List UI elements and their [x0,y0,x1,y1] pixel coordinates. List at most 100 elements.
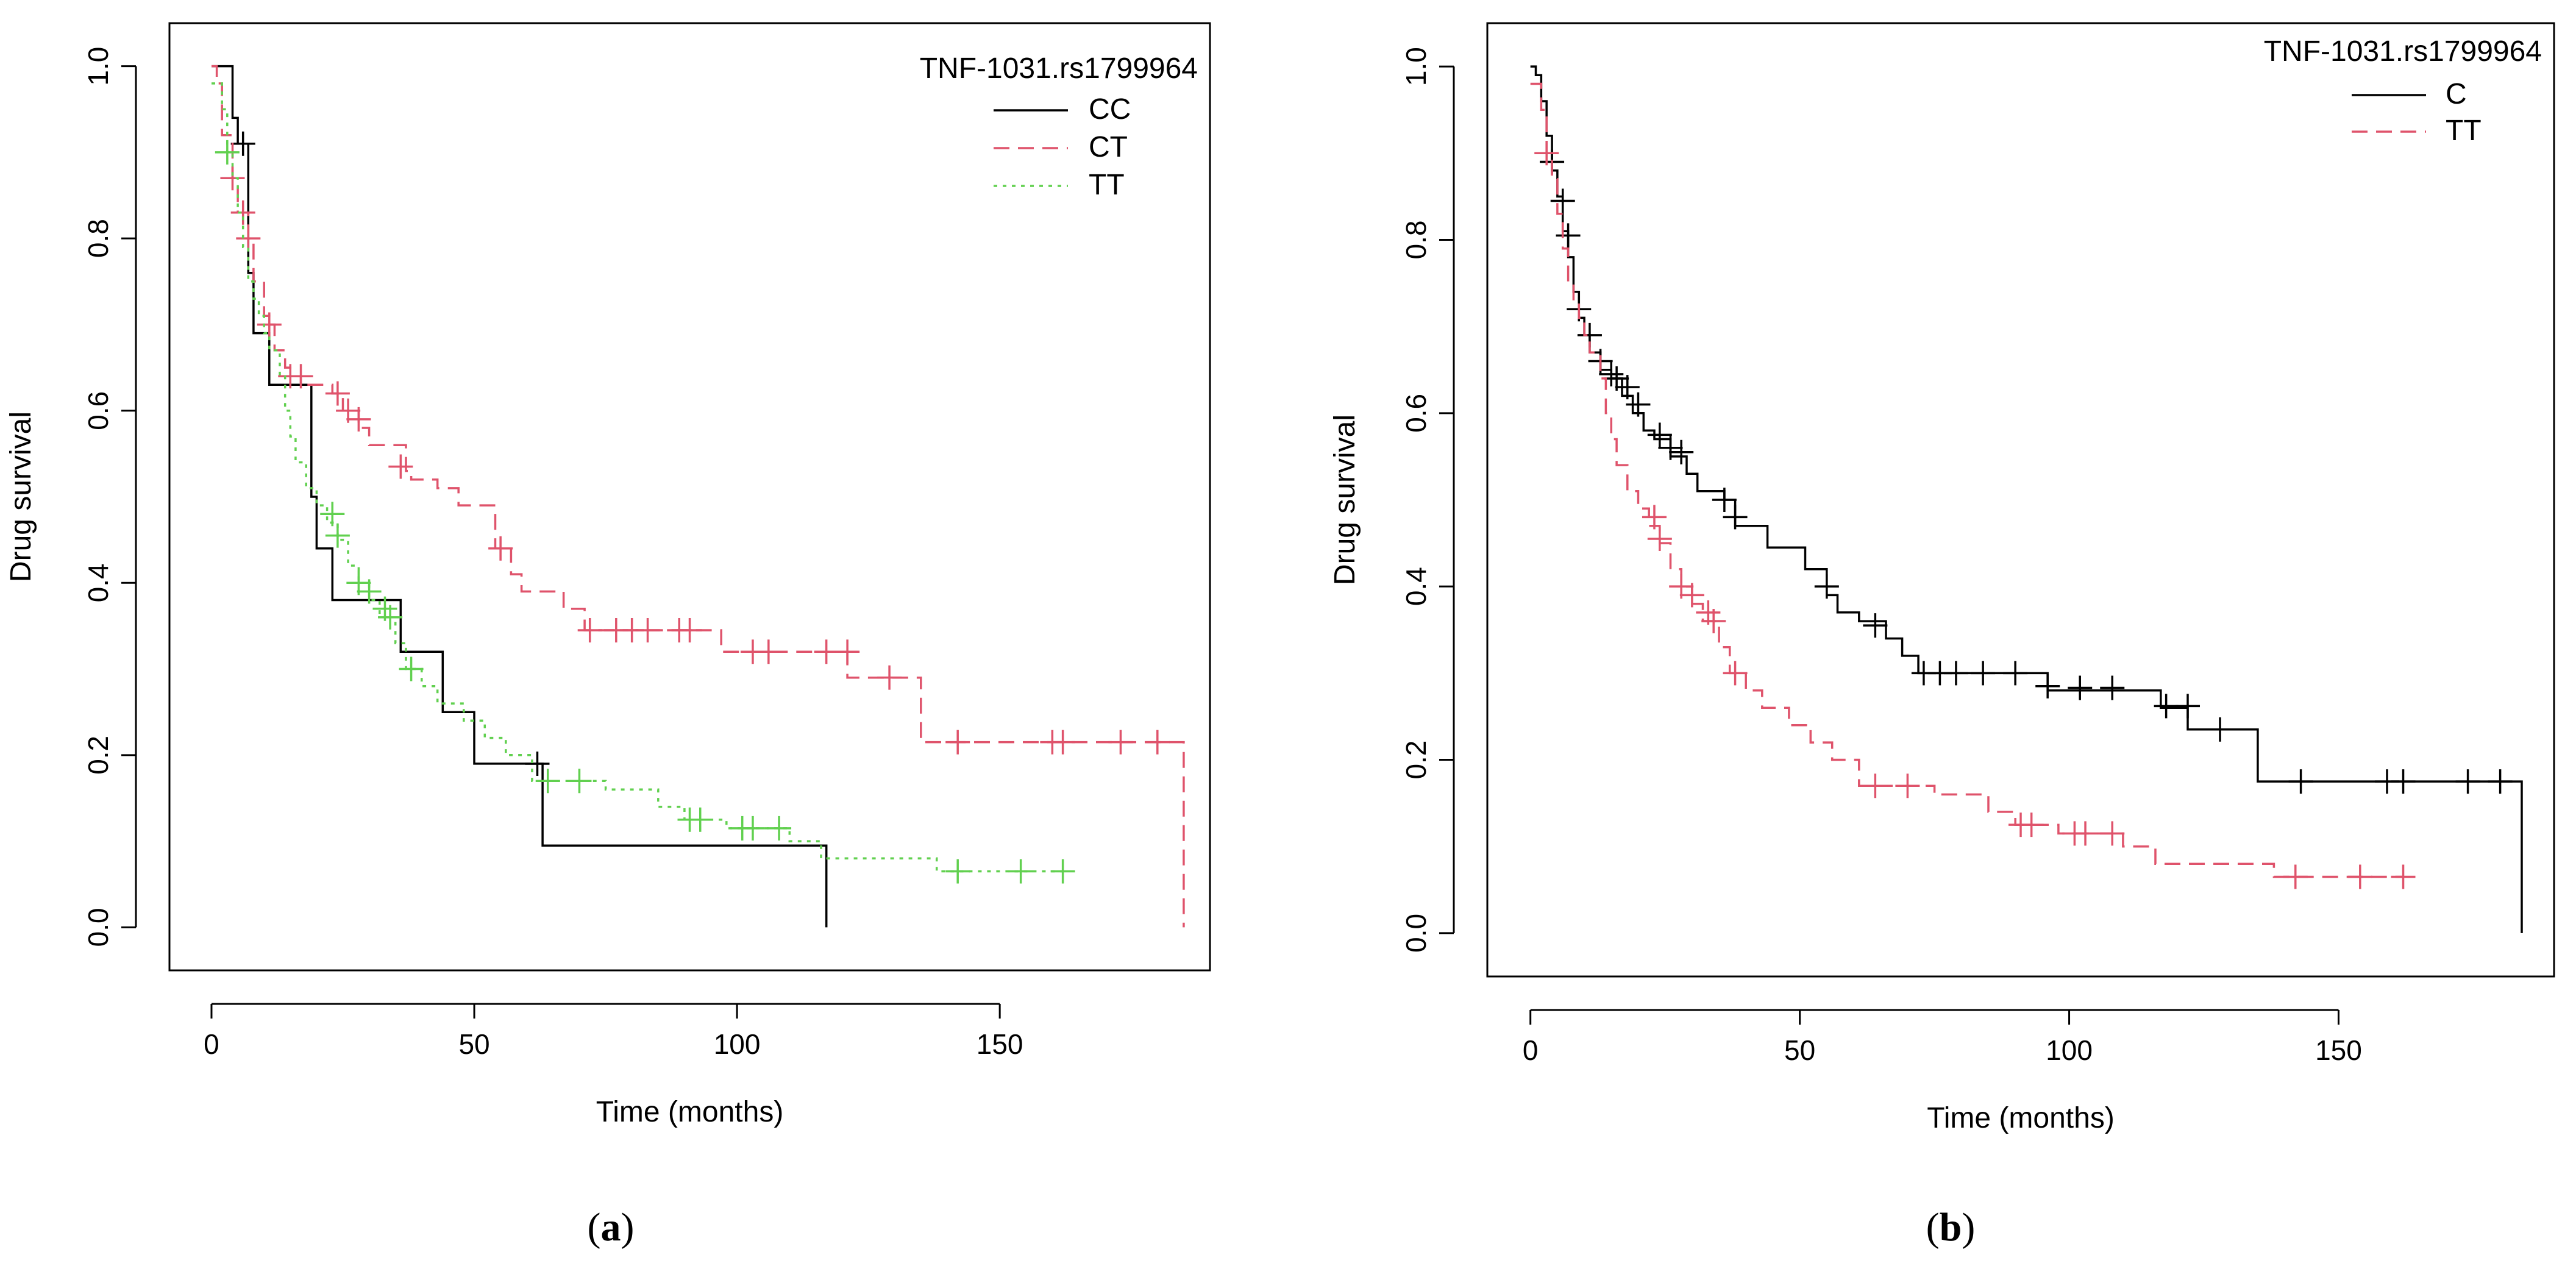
censor-mark-b-tt-6 [1701,609,1726,634]
censor-mark-a-tt-1 [320,502,345,527]
censor-mark-b-tt-4 [1679,583,1704,608]
legend-label-b-c: C [2446,78,2467,110]
censor-mark-a-ct-10 [488,536,513,561]
censor-mark-b-tt-0 [1534,141,1559,166]
x-tick-label-a-0: 0 [204,1028,219,1060]
censor-mark-b-c-1 [1550,188,1575,213]
y-tick-label-b-0: 0.0 [1400,914,1432,953]
censor-mark-b-c-2 [1556,223,1581,248]
censor-mark-a-ct-14 [635,617,660,642]
legend-title-b: TNF-1031.rs1799964 [2264,35,2542,68]
x-axis-title-b: Time (months) [1927,1102,2115,1134]
censor-mark-b-c-20 [1971,661,1996,686]
censor-mark-b-c-23 [2068,675,2093,700]
panel-label-b-letter: b [1940,1205,1962,1250]
censor-mark-a-ct-16 [677,617,702,642]
censor-mark-b-tt-9 [1895,773,1920,798]
y-tick-label-a-1: 0.2 [82,736,114,775]
censor-mark-b-c-14 [1723,505,1748,530]
censor-mark-b-c-6 [1599,361,1624,386]
censor-mark-a-tt-2 [325,523,350,548]
y-tick-label-a-0: 0.0 [82,908,114,947]
censor-mark-b-c-28 [2288,769,2313,794]
censor-mark-a-ct-20 [835,639,860,664]
censor-mark-a-tt-7 [399,656,424,681]
censor-mark-a-ct-1 [230,200,255,225]
legend-label-a-ct: CT [1089,131,1128,163]
x-tick-label-b-100: 100 [2046,1034,2093,1066]
y-tick-label-b-1: 0.2 [1400,741,1432,780]
censor-mark-b-tt-15 [2283,864,2308,889]
panel-label-b: (b) [1926,1205,1976,1250]
y-tick-label-a-3: 0.6 [82,391,114,430]
censor-mark-a-ct-24 [1050,730,1075,755]
km-curve-a-tt [212,82,1063,873]
censor-mark-b-tt-2 [1647,526,1672,551]
censor-mark-a-tt-11 [688,807,713,832]
censor-mark-a-tt-13 [740,816,765,841]
censor-mark-a-cc-0 [230,131,255,156]
censor-mark-b-tt-14 [2100,821,2125,846]
censor-mark-b-c-19 [1943,661,1968,686]
plot-frame-a [168,22,1211,972]
panel-label-b-close: ) [1962,1205,1975,1250]
legend-title-a: TNF-1031.rs1799964 [920,52,1198,85]
censor-mark-a-ct-26 [1145,730,1170,755]
y-tick-label-b-3: 0.6 [1400,394,1432,433]
censor-mark-b-c-13 [1712,488,1737,512]
plot-frame-b [1486,22,2555,978]
panel-b-chart: 0 50 100 150 0.0 0.2 0.4 0.6 0.8 1.0 Time (months)… [1329,22,2555,1134]
legend-label-a-tt: TT [1089,169,1125,201]
x-tick-label-a-150: 150 [977,1028,1023,1060]
censor-mark-a-ct-19 [814,639,839,664]
y-tick-label-a-4: 0.8 [82,219,114,258]
censor-mark-b-c-24 [2100,675,2125,700]
panel-label-a-open: ( [588,1205,601,1250]
panel-label-a: (a) [588,1205,635,1250]
censor-mark-b-tt-1 [1642,505,1667,530]
censor-mark-a-ct-2 [236,226,261,251]
censor-mark-a-ct-0 [220,166,245,191]
km-curve-b-tt [1530,82,2403,878]
censor-mark-a-tt-6 [378,605,403,630]
censor-mark-b-c-30 [2391,769,2416,794]
x-axis-title-a: Time (months) [596,1096,784,1128]
x-tick-label-b-150: 150 [2315,1034,2362,1066]
censor-mark-a-ct-11 [577,617,602,642]
censor-mark-b-tt-17 [2391,864,2416,889]
censor-mark-a-ct-6 [325,381,350,406]
censor-mark-b-c-27 [2208,717,2233,742]
panel-label-b-open: ( [1926,1205,1940,1250]
censor-mark-b-c-9 [1626,392,1651,417]
censor-mark-b-c-8 [1615,375,1640,400]
censor-mark-b-tt-13 [2073,821,2098,846]
panel-a-chart: 0 50 100 150 0.0 0.2 0.4 0.6 0.8 1.0 Time (months)… [5,22,1211,1128]
y-axis-title-a: Drug survival [5,411,37,582]
censor-mark-a-cc-1 [525,751,550,776]
y-tick-label-b-4: 0.8 [1400,220,1432,259]
censor-mark-b-c-15 [1814,574,1839,599]
censor-mark-b-tt-7 [1723,661,1748,686]
y-axis-title-b: Drug survival [1329,414,1361,585]
censor-mark-b-tt-8 [1863,773,1888,798]
censor-mark-a-ct-3 [257,312,282,337]
censor-mark-a-ct-25 [1108,730,1133,755]
censor-mark-a-ct-8 [346,407,371,432]
legend-label-a-cc: CC [1089,93,1131,126]
censor-mark-a-ct-5 [288,364,313,389]
censor-mark-b-c-12 [1669,439,1694,464]
censor-mark-b-tt-16 [2347,864,2372,889]
censor-mark-b-c-21 [2003,661,2028,686]
censor-mark-a-ct-22 [945,730,970,755]
censor-mark-a-ct-21 [877,665,902,690]
censor-mark-b-c-31 [2455,769,2480,794]
y-tick-label-a-2: 0.4 [82,563,114,602]
censor-mark-b-c-25 [2154,694,2179,719]
censor-mark-b-c-32 [2488,769,2513,794]
x-tick-label-b-0: 0 [1523,1034,1539,1066]
censor-mark-b-c-16 [1863,613,1888,638]
censor-mark-a-tt-15 [945,859,970,884]
censor-mark-b-tt-11 [2019,813,2044,837]
